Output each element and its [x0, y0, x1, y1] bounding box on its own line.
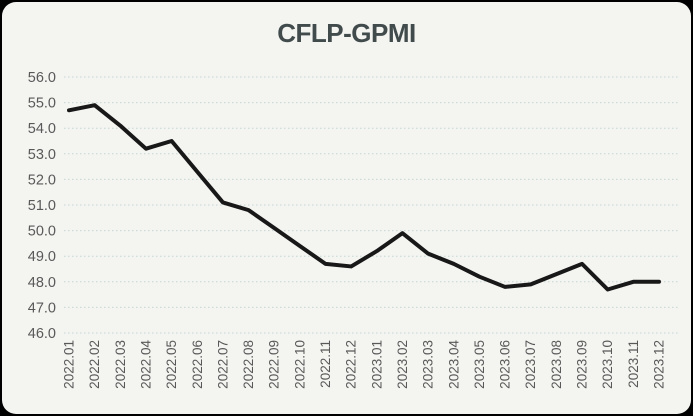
- x-axis-tick-label: 2022.09: [267, 340, 282, 389]
- x-axis-tick-label: 2023.09: [575, 340, 590, 389]
- y-axis-tick-label: 51.0: [28, 198, 56, 214]
- y-axis-tick-label: 55.0: [28, 96, 56, 112]
- x-axis-tick-label: 2023.01: [369, 340, 384, 389]
- x-axis-tick-label: 2023.04: [446, 340, 461, 389]
- x-axis-tick-label: 2023.06: [498, 340, 513, 389]
- x-axis-tick-label: 2023.11: [626, 340, 641, 388]
- x-axis-tick-label: 2022.02: [87, 340, 102, 389]
- x-axis-tick-label: 2022.11: [318, 340, 333, 388]
- y-axis-tick-label: 52.0: [28, 172, 56, 188]
- y-axis-tick-label: 49.0: [28, 249, 56, 265]
- x-axis-tick-label: 2022.06: [190, 340, 205, 389]
- x-axis-tick-label: 2023.10: [600, 340, 615, 389]
- x-axis-tick-label: 2023.05: [472, 340, 487, 389]
- x-axis-tick-label: 2022.01: [62, 340, 77, 389]
- x-axis-tick-label: 2022.04: [138, 340, 153, 389]
- series-line: [67, 103, 661, 292]
- x-axis-tick-label: 2023.03: [421, 340, 436, 389]
- x-axis-tick-label: 2023.12: [652, 340, 667, 389]
- y-axis-tick-label: 46.0: [28, 326, 56, 342]
- y-axis-tick-label: 47.0: [28, 300, 56, 316]
- chart-title: CFLP-GPMI: [277, 18, 416, 48]
- y-axis-tick-label: 50.0: [28, 224, 56, 240]
- x-axis-tick-label: 2022.05: [164, 340, 179, 389]
- x-axis-tick-label: 2022.08: [241, 340, 256, 389]
- y-axis-tick-label: 56.0: [28, 70, 56, 86]
- y-axis-tick-label: 48.0: [28, 275, 56, 291]
- x-axis-tick-label: 2022.07: [215, 340, 230, 389]
- x-axis-tick-label: 2022.03: [113, 340, 128, 389]
- y-axis-tick-label: 53.0: [28, 147, 56, 163]
- x-axis-tick-label: 2022.10: [292, 340, 307, 389]
- x-axis-tick-label: 2023.08: [549, 340, 564, 389]
- y-axis-tick-label: 54.0: [28, 121, 56, 137]
- x-axis-tick-label: 2022.12: [344, 340, 359, 389]
- x-axis-tick-label: 2023.07: [523, 340, 538, 389]
- x-axis-tick-label: 2023.02: [395, 340, 410, 389]
